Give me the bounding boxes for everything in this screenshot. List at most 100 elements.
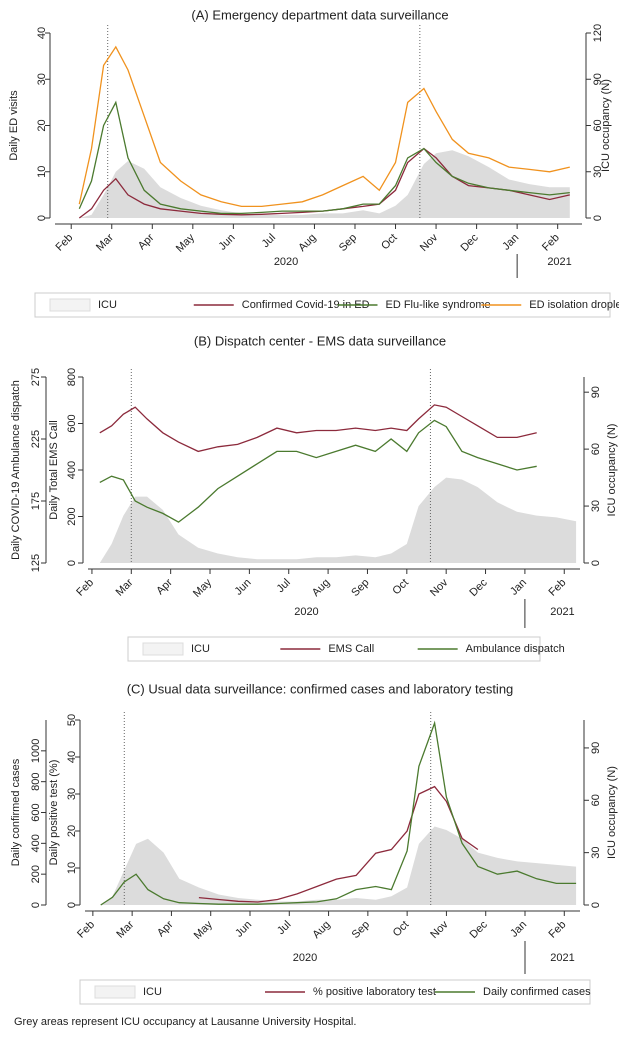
icu-area xyxy=(100,826,577,905)
icu-area xyxy=(99,477,577,563)
legend-swatch xyxy=(94,985,136,999)
legend-box xyxy=(34,292,611,318)
series-line xyxy=(100,720,577,906)
y2-tick-label: 30 xyxy=(592,166,604,178)
y2-tick-label: 0 xyxy=(590,560,602,566)
y2-tick-label: 30 xyxy=(590,500,602,512)
legend-label: Ambulance dispatch xyxy=(466,643,565,655)
y2-tick-label: 0 xyxy=(592,215,604,221)
y-tick-label: 40 xyxy=(36,27,48,39)
x-tick-label: Mar xyxy=(114,918,136,940)
x-tick-label: Apr xyxy=(136,231,157,252)
x-tick-label: Jan xyxy=(508,577,529,598)
x-tick-label: Aug xyxy=(310,919,332,941)
legend-label: Daily confirmed cases xyxy=(483,986,591,998)
x-tick-label: Nov xyxy=(428,576,451,599)
year-label: 2021 xyxy=(550,952,574,964)
y3-tick-label: 125 xyxy=(30,554,42,572)
series-line xyxy=(99,419,537,523)
y3-tick-label: 600 xyxy=(30,803,42,821)
y3-axis-label: Daily confirmed cases xyxy=(10,758,22,866)
y3-tick-label: 175 xyxy=(30,492,42,510)
y-tick-label: 0 xyxy=(36,215,48,221)
year-label: 2020 xyxy=(294,606,318,618)
y-tick-label: 200 xyxy=(66,507,78,525)
y2-axis-label: ICU occupancy (N) xyxy=(606,766,618,859)
x-tick-label: Aug xyxy=(310,577,332,599)
x-tick-label: Apr xyxy=(155,918,176,939)
x-tick-label: Oct xyxy=(379,232,400,253)
legend-label: EMS Call xyxy=(328,643,374,655)
x-tick-label: Jun xyxy=(217,232,238,253)
chart-title: (A) Emergency department data surveillan… xyxy=(191,7,448,22)
y-tick-label: 10 xyxy=(66,862,78,874)
x-tick-label: Jun xyxy=(233,919,254,940)
x-tick-label: Nov xyxy=(418,231,441,254)
series-line xyxy=(99,404,537,453)
footnote: Grey areas represent ICU occupancy at La… xyxy=(14,1016,356,1028)
y-axis-label: Daily Total EMS Call xyxy=(48,420,60,519)
x-tick-label: Dec xyxy=(468,918,491,941)
legend-label: % positive laboratory test xyxy=(313,986,436,998)
y-tick-label: 600 xyxy=(66,414,78,432)
x-tick-label: Oct xyxy=(390,577,411,598)
y2-axis-label: ICU occupancy (N) xyxy=(600,79,612,172)
icu-area xyxy=(79,150,570,218)
x-tick-label: Dec xyxy=(467,576,490,599)
y2-tick-label: 90 xyxy=(590,386,602,398)
legend-swatch xyxy=(142,642,184,656)
x-tick-label: Feb xyxy=(547,919,569,941)
legend-box xyxy=(79,979,591,1005)
legend-label: ICU xyxy=(98,299,117,311)
y2-tick-label: 30 xyxy=(590,847,602,859)
y3-tick-label: 400 xyxy=(30,834,42,852)
y3-tick-label: 275 xyxy=(30,368,42,386)
x-tick-label: Aug xyxy=(296,232,318,254)
year-label: 2020 xyxy=(293,952,317,964)
x-tick-label: Jan xyxy=(508,919,529,940)
y-axis-label: Daily positive test (%) xyxy=(48,760,60,866)
y-tick-label: 0 xyxy=(66,560,78,566)
x-tick-label: Apr xyxy=(154,576,175,597)
x-tick-label: May xyxy=(191,576,215,600)
y-tick-label: 400 xyxy=(66,461,78,479)
y2-tick-label: 60 xyxy=(590,443,602,455)
y3-tick-label: 200 xyxy=(30,865,42,883)
chart-title: (B) Dispatch center - EMS data surveilla… xyxy=(194,333,446,348)
x-tick-label: Jun xyxy=(233,577,254,598)
y3-tick-label: 1000 xyxy=(30,739,42,763)
x-tick-label: Sep xyxy=(349,577,371,599)
y-tick-label: 30 xyxy=(66,788,78,800)
year-label: 2021 xyxy=(550,606,574,618)
year-label: 2020 xyxy=(274,256,298,268)
x-tick-label: Jul xyxy=(260,232,278,250)
y2-axis-label: ICU occupancy (N) xyxy=(606,424,618,517)
x-tick-label: Nov xyxy=(428,918,451,941)
x-tick-label: Sep xyxy=(337,232,359,254)
x-tick-label: Mar xyxy=(114,576,136,598)
legend-label: ED Flu-like syndrome xyxy=(386,299,491,311)
legend-label: ICU xyxy=(143,986,162,998)
y3-tick-label: 0 xyxy=(30,902,42,908)
x-tick-label: May xyxy=(174,231,198,255)
y2-tick-label: 120 xyxy=(592,24,604,42)
y2-tick-label: 90 xyxy=(592,73,604,85)
y-tick-label: 800 xyxy=(66,368,78,386)
y-tick-label: 20 xyxy=(36,119,48,131)
y2-tick-label: 60 xyxy=(592,119,604,131)
x-tick-label: Sep xyxy=(350,919,372,941)
legend-swatch xyxy=(49,298,91,312)
x-tick-label: Feb xyxy=(540,232,562,254)
chart-title: (C) Usual data surveillance: confirmed c… xyxy=(127,681,514,696)
x-tick-label: Dec xyxy=(458,231,481,254)
legend-label: Confirmed Covid-19 in ED xyxy=(242,299,370,311)
y2-tick-label: 0 xyxy=(590,902,602,908)
y-tick-label: 50 xyxy=(66,714,78,726)
y-tick-label: 10 xyxy=(36,166,48,178)
y3-tick-label: 800 xyxy=(30,772,42,790)
y-tick-label: 20 xyxy=(66,825,78,837)
x-tick-label: Feb xyxy=(53,232,75,254)
x-tick-label: Jul xyxy=(275,919,293,937)
y-axis-label: Daily ED visits xyxy=(8,90,20,161)
